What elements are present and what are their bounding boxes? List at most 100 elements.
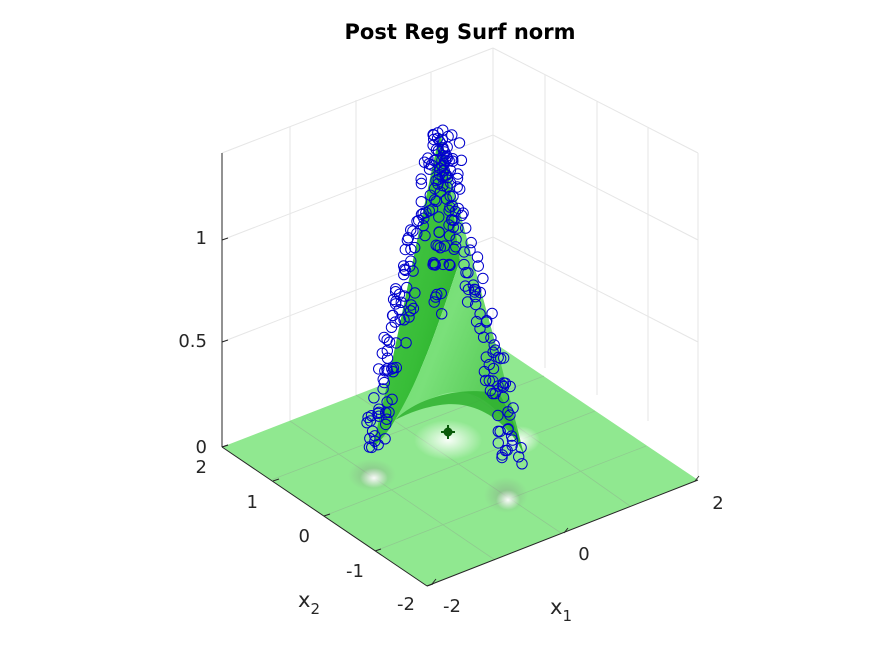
scatter-point <box>405 299 417 311</box>
scatter-point <box>443 258 455 271</box>
scatter-point <box>430 195 442 208</box>
scatter-point <box>379 365 391 377</box>
z-tick-label: 1 <box>196 228 207 249</box>
scatter-point <box>380 418 392 431</box>
scatter-point <box>434 169 446 181</box>
scatter-point <box>461 296 474 308</box>
scatter-point <box>515 442 527 454</box>
scatter-point <box>443 230 456 242</box>
scatter-point <box>393 288 406 300</box>
scatter-point <box>428 182 441 195</box>
scatter-point <box>513 451 525 463</box>
scatter-markers <box>361 124 528 470</box>
scatter-point <box>438 240 451 252</box>
scatter-point <box>381 345 393 357</box>
scatter-point <box>426 203 439 215</box>
scatter-point <box>470 284 482 296</box>
y-tick-label: 0 <box>299 526 310 547</box>
scatter-point <box>440 169 453 181</box>
scatter-point <box>415 173 427 185</box>
x-tick-label: -2 <box>443 596 461 617</box>
scatter-point <box>497 391 510 404</box>
scatter-point <box>428 296 440 308</box>
scatter-point <box>477 272 489 285</box>
scatter-point <box>409 241 421 254</box>
scatter-point <box>437 143 449 156</box>
scatter-point <box>381 352 394 364</box>
scatter-point <box>458 258 470 271</box>
scatter-point <box>377 373 389 385</box>
scatter-point <box>455 154 468 167</box>
scatter-point <box>472 260 484 272</box>
scatter-point <box>369 430 381 442</box>
scatter-point <box>411 227 423 240</box>
scatter-point <box>394 313 406 326</box>
scatter-point <box>415 208 428 221</box>
y-tick-label: -1 <box>346 561 364 582</box>
scatter-point <box>505 430 518 442</box>
scatter-point <box>506 439 518 452</box>
scatter-point <box>383 336 396 348</box>
scatter-point <box>430 143 443 156</box>
scatter-point <box>496 379 509 391</box>
scatter-point <box>409 287 421 299</box>
scatter-point <box>450 241 462 253</box>
scatter-point <box>432 240 444 252</box>
scatter-point <box>436 134 448 146</box>
scatter-point <box>373 363 385 375</box>
scatter-point <box>470 298 482 311</box>
scatter-point <box>417 207 429 220</box>
scatter-point <box>488 339 500 351</box>
scatter-point <box>429 194 441 206</box>
ridge-surface <box>372 132 524 455</box>
scatter-point <box>485 332 497 344</box>
scatter-point <box>428 258 441 270</box>
scatter-point <box>496 451 508 464</box>
scatter-point <box>474 308 486 320</box>
chart-title: Post Reg Surf norm <box>345 20 576 44</box>
scatter-point <box>454 183 466 195</box>
y-tick-label: 2 <box>196 457 207 478</box>
scatter-point <box>380 407 392 419</box>
scatter-point <box>446 129 458 141</box>
scatter-point <box>422 152 434 164</box>
scatter-point <box>486 307 498 320</box>
scatter-point <box>447 155 459 167</box>
scatter-point <box>417 220 429 232</box>
scatter-point <box>366 441 378 454</box>
scatter-point <box>434 162 446 175</box>
scatter-point <box>401 281 413 294</box>
scatter-point <box>506 434 519 446</box>
scatter-point <box>434 136 446 148</box>
scatter-point <box>365 410 378 422</box>
scatter-point <box>460 222 472 234</box>
scatter-point <box>453 137 466 149</box>
scatter-point <box>452 202 464 215</box>
scatter-point <box>415 196 427 208</box>
scatter-point <box>479 374 492 387</box>
scatter-point <box>390 295 402 308</box>
scatter-point <box>386 393 398 405</box>
scatter-point <box>393 304 405 316</box>
scatter-point <box>429 259 441 271</box>
x-axis-line <box>426 479 699 587</box>
scatter-point <box>516 458 528 470</box>
axes-lines <box>221 153 699 587</box>
scatter-point <box>483 358 495 371</box>
scatter-point <box>480 316 492 328</box>
scatter-point <box>494 425 506 438</box>
scatter-point <box>373 403 385 415</box>
scatter-point <box>435 287 447 300</box>
scatter-point <box>369 435 381 447</box>
scatter-point <box>387 366 399 378</box>
scatter-point <box>427 128 439 141</box>
y-tick-label: 1 <box>247 492 258 513</box>
scatter-point <box>487 387 499 400</box>
scatter-point <box>399 243 411 256</box>
surface-floor <box>222 342 698 586</box>
scatter-point <box>427 257 440 269</box>
scatter-point <box>459 280 471 292</box>
axis-ticks <box>221 237 700 587</box>
x-tick-label: 2 <box>712 493 723 514</box>
